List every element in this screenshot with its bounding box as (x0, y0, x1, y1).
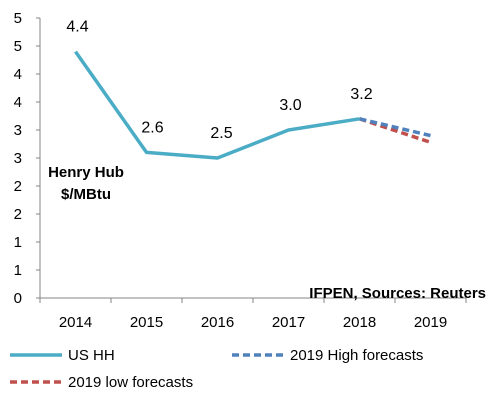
source-annotation: IFPEN, Sources: Reuters (309, 285, 486, 302)
y-tick-label: 4 (14, 94, 22, 111)
y-tick-label: 4 (14, 66, 22, 83)
legend-label-us-hh: US HH (68, 347, 115, 364)
y-tick-label: 5 (14, 38, 22, 55)
x-tick-label: 2017 (272, 314, 305, 331)
y-tick-label: 3 (14, 122, 22, 139)
x-tick-label: 2016 (201, 314, 234, 331)
y-tick-label: 2 (14, 206, 22, 223)
series-line-2019-high-forecasts (359, 117, 431, 138)
data-label: 3.2 (350, 86, 372, 103)
data-label: 2.6 (141, 119, 163, 136)
y-tick-label: 0 (14, 290, 22, 307)
x-tick-label: 2019 (414, 314, 447, 331)
unit-label-line1: Henry Hub (48, 164, 124, 181)
y-tick-label: 1 (14, 262, 22, 279)
series-line-us-hh (74, 50, 360, 160)
unit-label-line2: $/MBtu (61, 186, 111, 203)
chart-legend: US HH 2019 High forecasts 2019 low forecas… (10, 347, 423, 391)
series-layer (74, 50, 432, 160)
data-label: 4.4 (66, 19, 88, 36)
x-tick-label: 2015 (130, 314, 163, 331)
y-tick-label: 2 (14, 178, 22, 195)
data-labels-layer: 4.4 2.6 2.5 3.0 3.2 (66, 19, 372, 142)
chart-axes: 0 1 1 2 2 3 3 4 4 5 5 2014 2015 2016 2017 2018 2019 (14, 10, 467, 331)
x-tick-label: 2018 (343, 314, 376, 331)
legend-label-2019-high-forecasts: 2019 High forecasts (290, 347, 423, 364)
data-label: 3.0 (279, 97, 301, 114)
y-tick-label: 1 (14, 234, 22, 251)
y-tick-label: 5 (14, 10, 22, 27)
legend-label-2019-low-forecasts: 2019 low forecasts (68, 374, 193, 391)
data-label: 2.5 (210, 125, 232, 142)
y-tick-label: 3 (14, 150, 22, 167)
x-tick-label: 2014 (59, 314, 92, 331)
